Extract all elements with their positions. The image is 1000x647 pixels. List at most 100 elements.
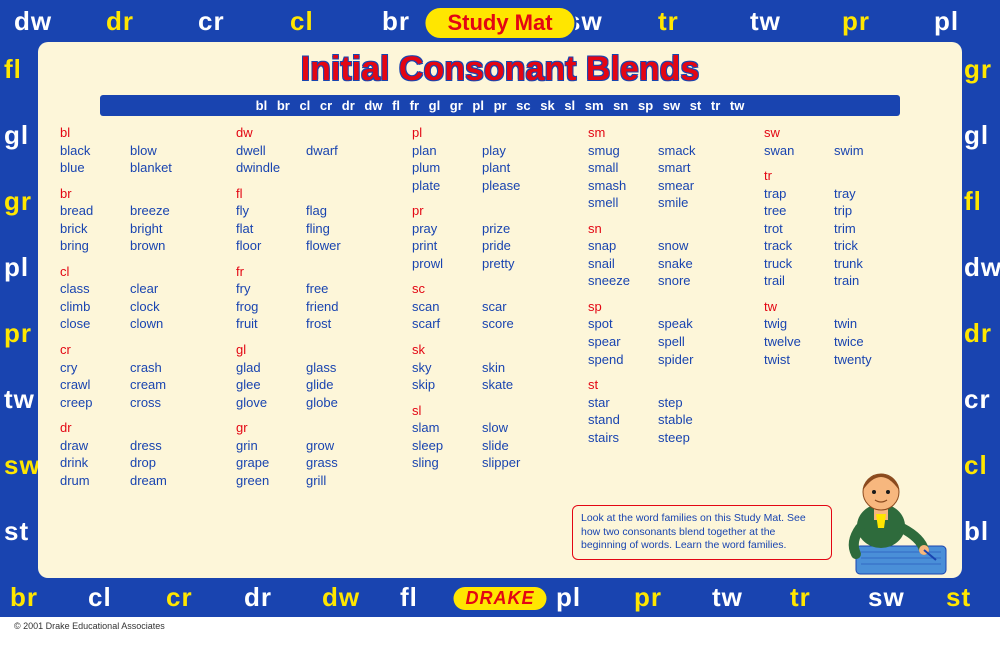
word: dwell <box>236 142 306 160</box>
blend-head: gr <box>236 419 412 437</box>
word-column: smsmugsmacksmallsmartsmashsmearsmellsmil… <box>588 124 764 497</box>
word: pretty <box>482 255 552 273</box>
word-row: creepcross <box>60 394 236 412</box>
word: twice <box>834 333 904 351</box>
border-blend-dw: dw <box>14 6 52 37</box>
blend-head: dw <box>236 124 412 142</box>
word: clown <box>130 315 200 333</box>
word: fry <box>236 280 306 298</box>
blend-group-tw: twtwigtwintwelvetwicetwisttwenty <box>764 298 940 368</box>
word: pray <box>412 220 482 238</box>
word: bread <box>60 202 130 220</box>
word-row: spendspider <box>588 351 764 369</box>
border-blend-br: br <box>10 582 38 613</box>
border-blend-cr: cr <box>964 384 991 415</box>
border-blend-pr: pr <box>842 6 870 37</box>
word: snake <box>658 255 728 273</box>
word-row: greengrill <box>236 472 412 490</box>
border-blend-cl: cl <box>290 6 314 37</box>
border-blend-sw: sw <box>868 582 905 613</box>
content-panel: Initial Consonant Blends bl br cl cr dr … <box>38 42 962 578</box>
blend-head: dr <box>60 419 236 437</box>
study-mat-pill: Study Mat <box>423 6 576 40</box>
border-blend-sw: sw <box>4 450 41 481</box>
border-blend-fl: fl <box>400 582 418 613</box>
word-row: flatfling <box>236 220 412 238</box>
word: stairs <box>588 429 658 447</box>
word: glee <box>236 376 306 394</box>
word-row: gladglass <box>236 359 412 377</box>
word: climb <box>60 298 130 316</box>
word-column: blblackblowblueblanketbrbreadbreezebrick… <box>60 124 236 497</box>
word-row: crawlcream <box>60 376 236 394</box>
word: snow <box>658 237 728 255</box>
blend-head: sk <box>412 341 588 359</box>
blend-head: cl <box>60 263 236 281</box>
word: star <box>588 394 658 412</box>
word: smear <box>658 177 728 195</box>
word: slide <box>482 437 552 455</box>
word: fruit <box>236 315 306 333</box>
word: skate <box>482 376 552 394</box>
word-row: closeclown <box>60 315 236 333</box>
border-blend-dr: dr <box>964 318 992 349</box>
word: prowl <box>412 255 482 273</box>
blend-head: sw <box>764 124 940 142</box>
word-row: dwindle <box>236 159 412 177</box>
word-row: smashsmear <box>588 177 764 195</box>
word: grow <box>306 437 376 455</box>
word: skip <box>412 376 482 394</box>
word-row: sleepslide <box>412 437 588 455</box>
border-blend-cr: cr <box>198 6 225 37</box>
word: dwindle <box>236 159 306 177</box>
blend-group-gr: grgringrowgrapegrassgreengrill <box>236 419 412 489</box>
word-row: blueblanket <box>60 159 236 177</box>
blend-head: cr <box>60 341 236 359</box>
blend-index-bar: bl br cl cr dr dw fl fr gl gr pl pr sc s… <box>100 95 900 116</box>
word-row: traptray <box>764 185 940 203</box>
word-row: swanswim <box>764 142 940 160</box>
word: bright <box>130 220 200 238</box>
word: friend <box>306 298 376 316</box>
word: cross <box>130 394 200 412</box>
word-row: slingslipper <box>412 454 588 472</box>
word: tray <box>834 185 904 203</box>
word-row: crycrash <box>60 359 236 377</box>
word: track <box>764 237 834 255</box>
word-row: dwelldwarf <box>236 142 412 160</box>
word: clock <box>130 298 200 316</box>
word: steep <box>658 429 728 447</box>
word: smell <box>588 194 658 212</box>
border-blend-tr: tr <box>790 582 811 613</box>
word-row: gleeglide <box>236 376 412 394</box>
blend-head: sp <box>588 298 764 316</box>
word-row: smugsmack <box>588 142 764 160</box>
word: please <box>482 177 552 195</box>
word <box>306 159 376 177</box>
word-row: drawdress <box>60 437 236 455</box>
border-blend-cl: cl <box>88 582 112 613</box>
word-row: prowlpretty <box>412 255 588 273</box>
word: scan <box>412 298 482 316</box>
word: glass <box>306 359 376 377</box>
border-blend-dw: dw <box>322 582 360 613</box>
blend-group-tr: trtraptraytreetriptrottrimtracktricktruc… <box>764 167 940 290</box>
word: flower <box>306 237 376 255</box>
word-row: grapegrass <box>236 454 412 472</box>
blend-head: fl <box>236 185 412 203</box>
word: sling <box>412 454 482 472</box>
blend-group-dw: dwdwelldwarfdwindle <box>236 124 412 177</box>
blend-group-bl: blblackblowblueblanket <box>60 124 236 177</box>
word-row: skipskate <box>412 376 588 394</box>
word: print <box>412 237 482 255</box>
word: trunk <box>834 255 904 273</box>
word: blue <box>60 159 130 177</box>
word-row: skyskin <box>412 359 588 377</box>
word: drop <box>130 454 200 472</box>
word: spear <box>588 333 658 351</box>
word-row: treetrip <box>764 202 940 220</box>
word: smack <box>658 142 728 160</box>
border-blend-pl: pl <box>4 252 29 283</box>
word-row: frogfriend <box>236 298 412 316</box>
word: snore <box>658 272 728 290</box>
